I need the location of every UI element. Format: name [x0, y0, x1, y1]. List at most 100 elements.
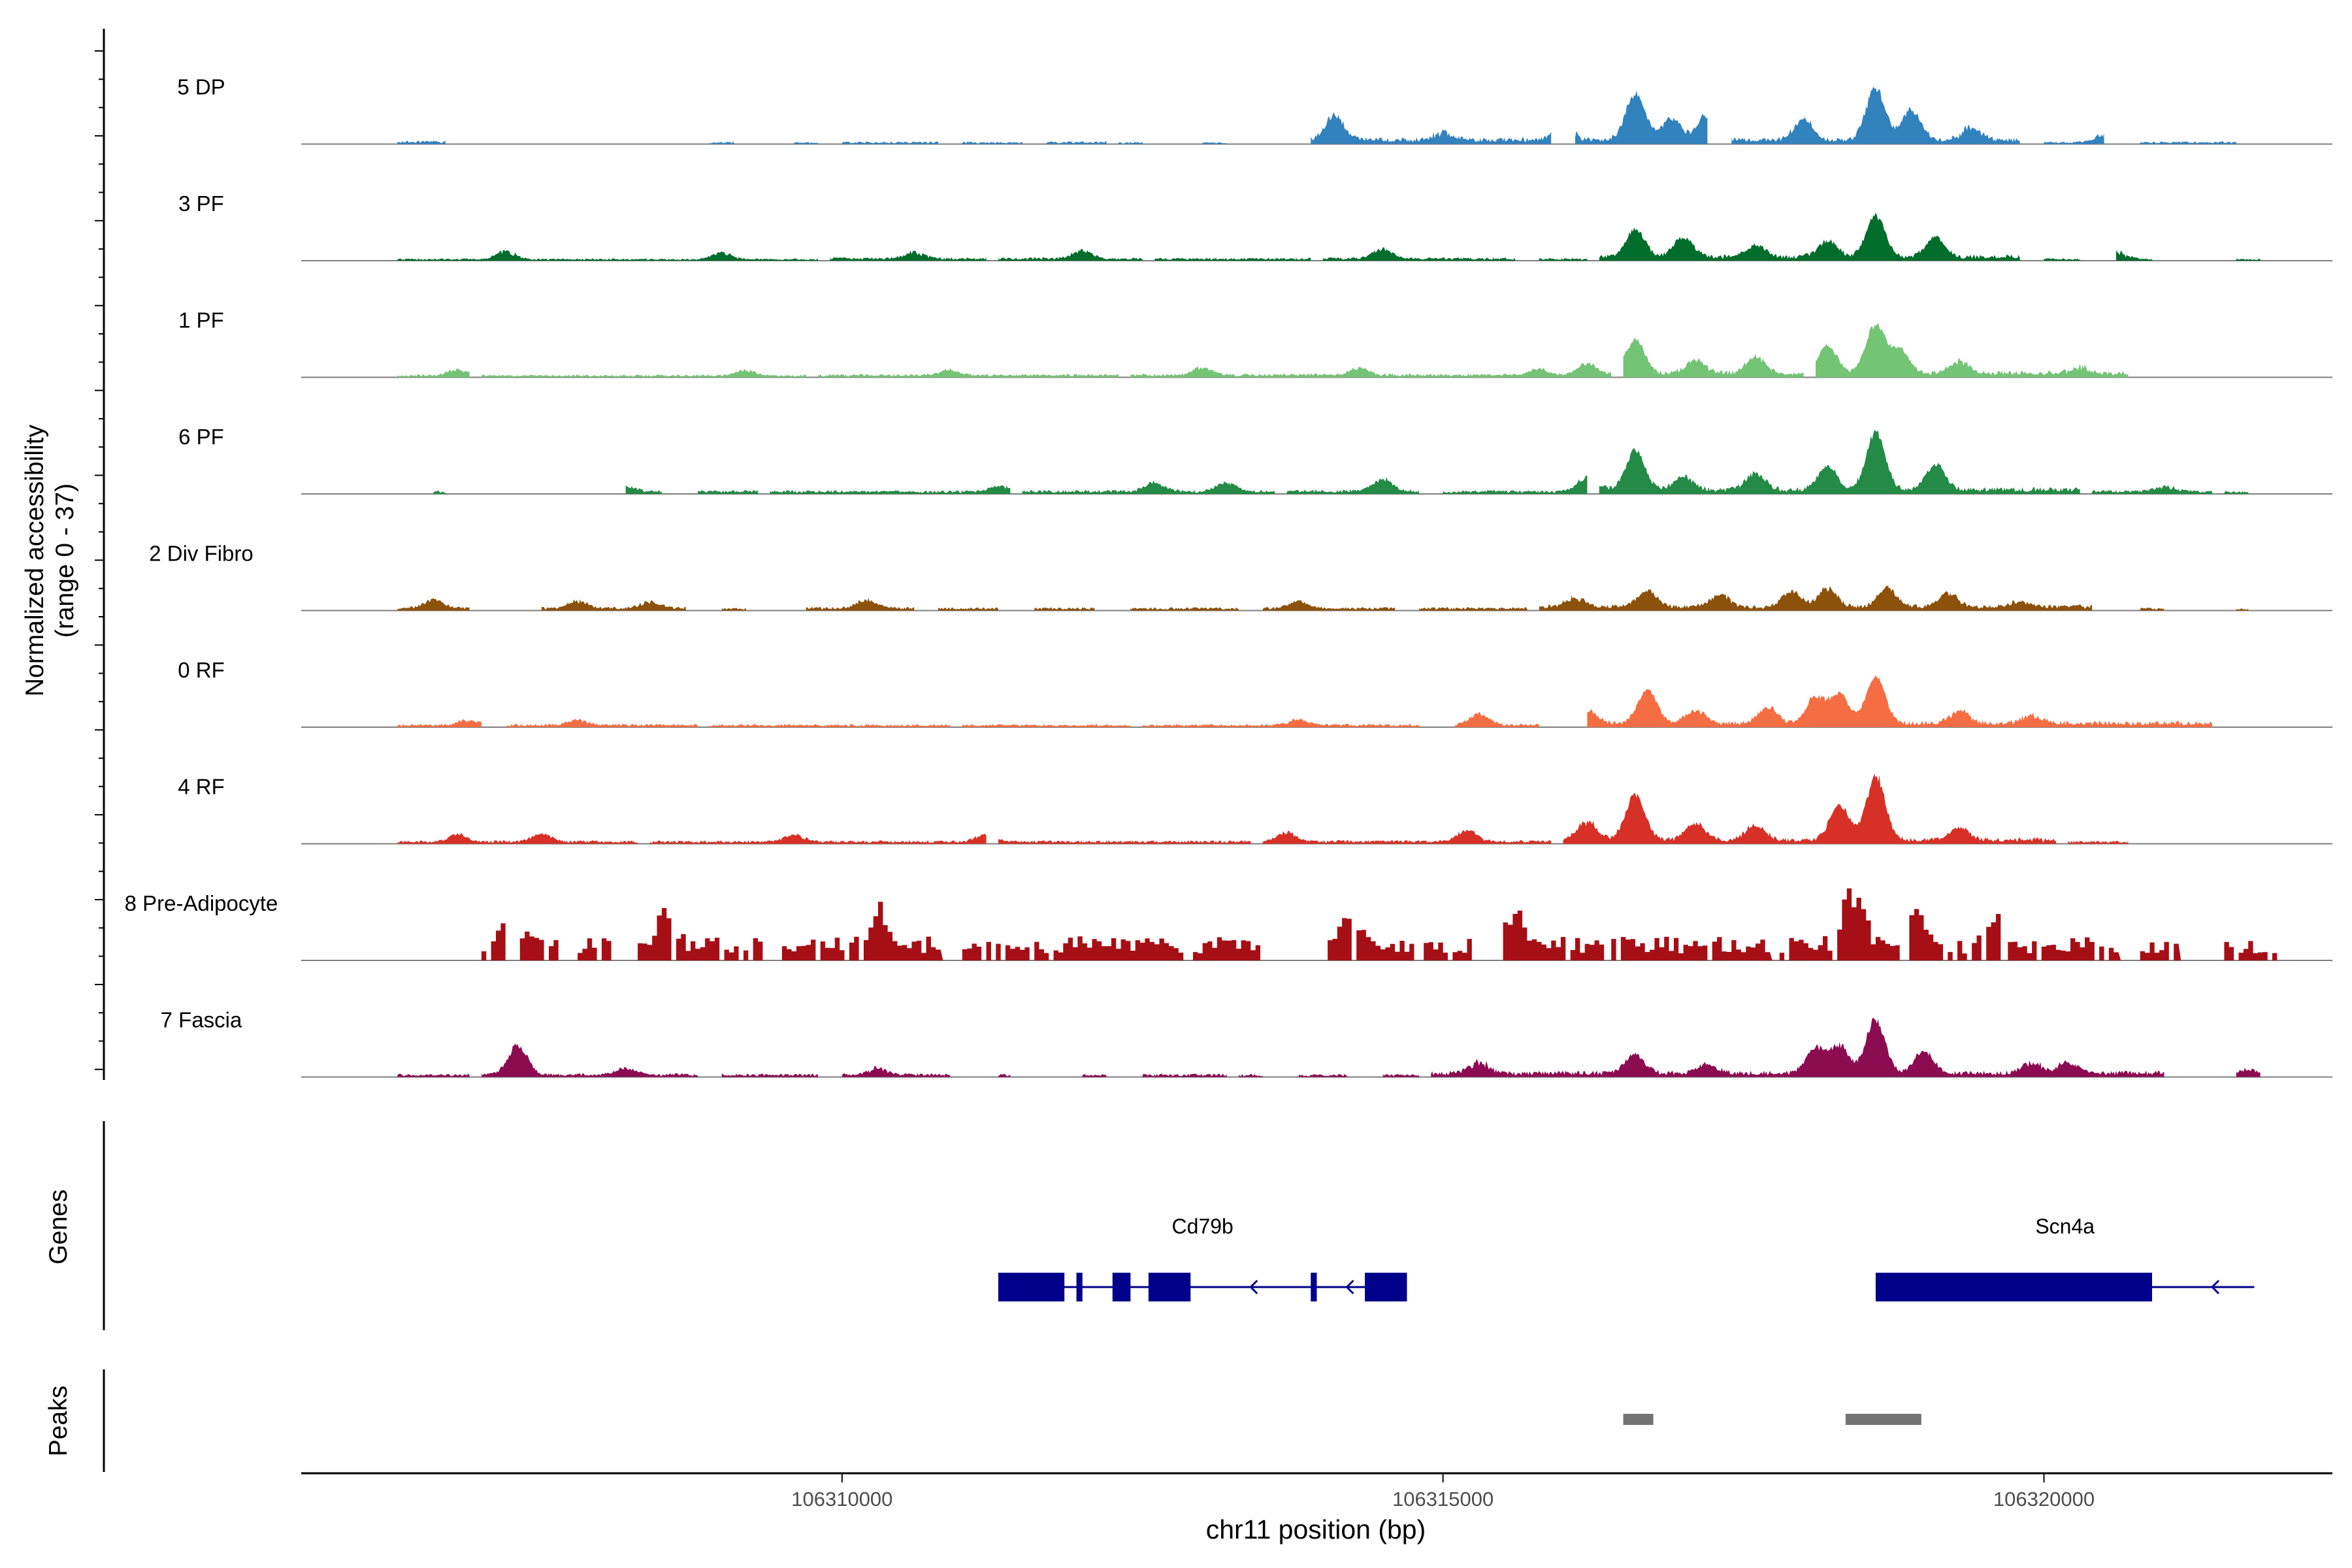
- gene-exon: [1311, 1273, 1317, 1301]
- track-1-pf: 1 PF: [178, 308, 2332, 378]
- coverage-area: [1816, 323, 2129, 378]
- gene-cd79b: Cd79b: [998, 1215, 1407, 1301]
- coverage-area: [998, 248, 1143, 261]
- coverage-area: [830, 250, 987, 261]
- y-axis-title-line2: (range 0 - 37): [51, 483, 79, 638]
- coverage-area: [1599, 430, 2080, 494]
- coverage-area: [710, 142, 734, 144]
- coverage-area: [2092, 485, 2212, 494]
- track-label: 6 PF: [178, 425, 224, 449]
- coverage-area: [1575, 90, 1708, 144]
- coverage-area: [698, 490, 759, 494]
- gene-exon: [998, 1273, 1065, 1301]
- track-4-rf: 4 RF: [178, 774, 2332, 845]
- coverage-area: [397, 719, 482, 727]
- y-axis-ticks: [95, 50, 104, 1070]
- coverage-area: [2224, 941, 2278, 960]
- coverage-area: [1731, 86, 2020, 144]
- coverage-area: [481, 923, 559, 960]
- strand-arrow: [1345, 1279, 1354, 1295]
- coverage-area: [1130, 361, 1612, 378]
- coverage-area: [541, 599, 686, 611]
- coverage-area: [721, 608, 746, 611]
- peak-region: [1623, 1414, 1654, 1425]
- track-2-div-fibro: 2 Div Fibro: [149, 542, 2332, 612]
- coverage-area: [1262, 718, 1419, 727]
- coverage-area: [1623, 338, 1804, 378]
- coverage-area: [649, 833, 987, 844]
- x-axis-title: chr11 position (bp): [1206, 1514, 1426, 1544]
- coverage-area: [2140, 941, 2181, 960]
- track-3-pf: 3 PF: [178, 191, 2332, 261]
- track-0-rf: 0 RF: [178, 658, 2332, 728]
- track-5-dp: 5 DP: [177, 75, 2332, 145]
- coverage-area: [818, 368, 1119, 378]
- coverage-area: [2236, 608, 2249, 611]
- track-label: 1 PF: [178, 308, 224, 333]
- coverage-area: [962, 936, 1268, 960]
- genes-group: Cd79b Scn4a: [998, 1215, 2255, 1301]
- coverage-area: [1322, 918, 1472, 960]
- coverage-area: [1539, 585, 2093, 611]
- coverage-area: [397, 598, 470, 611]
- coverage-area: [397, 1073, 470, 1077]
- coverage-area: [1599, 212, 2020, 261]
- coverage-area: [1034, 607, 1095, 611]
- coverage-area: [2008, 937, 2121, 960]
- track-label: 7 Fascia: [161, 1008, 242, 1032]
- x-tick-label: 106320000: [1993, 1488, 2095, 1511]
- coverage-area: [1311, 112, 1552, 144]
- coverage-area: [1503, 910, 1605, 960]
- gene-exon: [1365, 1273, 1407, 1301]
- track-6-pf: 6 PF: [178, 425, 2332, 495]
- coverage-area: [998, 1073, 1011, 1077]
- coverage-area: [1298, 1074, 1347, 1077]
- coverage-area: [962, 724, 1131, 727]
- gene-label: Cd79b: [1172, 1215, 1233, 1238]
- coverage-area: [1046, 141, 1107, 144]
- coverage-area: [1779, 888, 2001, 960]
- strand-arrow: [2210, 1279, 2220, 1295]
- x-tick-label: 106315000: [1392, 1488, 1494, 1511]
- coverage-area: [1431, 1017, 2164, 1077]
- peak-region: [1845, 1414, 1921, 1425]
- coverage-area: [1587, 675, 2212, 727]
- coverage-area: [1022, 480, 1275, 494]
- genes-panel-title: Genes: [44, 1190, 73, 1265]
- coverage-area: [2236, 1068, 2261, 1077]
- coverage-area: [2140, 141, 2236, 144]
- coverage-area: [2236, 258, 2261, 261]
- coverage-area: [1142, 1073, 1227, 1077]
- coverage-area: [1322, 247, 1515, 261]
- gene-label: Scn4a: [2035, 1215, 2095, 1238]
- coverage-area: [770, 485, 1011, 494]
- coverage-area: [806, 598, 915, 611]
- coverage-area: [1455, 711, 1539, 727]
- coverage-area: [397, 833, 638, 844]
- coverage-area: [1443, 475, 1588, 494]
- coverage-area: [721, 1073, 818, 1077]
- track-label: 8 Pre-Adipocyte: [125, 891, 278, 915]
- coverage-area: [781, 902, 943, 960]
- gene-exon: [1076, 1273, 1083, 1301]
- coverage-area: [1119, 142, 1143, 144]
- coverage-area: [2044, 258, 2080, 261]
- coverage-area: [1130, 607, 1239, 611]
- coverage-area: [841, 1066, 951, 1077]
- coverage-area: [1262, 829, 1552, 844]
- track-label: 4 RF: [178, 775, 225, 799]
- track-7-fascia: 7 Fascia: [161, 1008, 2332, 1078]
- gene-exon: [1875, 1273, 2152, 1301]
- x-tick-label: 106310000: [791, 1488, 892, 1511]
- coverage-area: [638, 907, 775, 960]
- peaks-panel-title: Peaks: [44, 1386, 73, 1456]
- coverage-area: [998, 839, 1251, 844]
- coverage-area: [2224, 491, 2249, 494]
- coverage-area: [2140, 608, 2164, 611]
- tracks-group: 5 DP 3 PF 1 PF 6 PF 2 Div Fibro 0 RF 4 RF 8 Pre…: [125, 75, 2332, 1078]
- coverage-area: [1238, 1073, 1263, 1077]
- coverage-area: [2044, 133, 2104, 144]
- coverage-area: [1142, 724, 1263, 727]
- track-label: 5 DP: [177, 75, 225, 99]
